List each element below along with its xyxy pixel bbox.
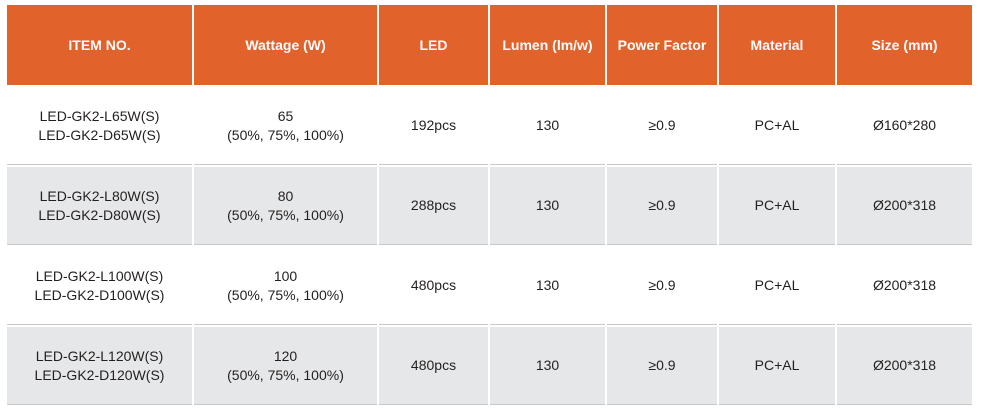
table-cell: 80 (50%, 75%, 100%) (194, 167, 377, 245)
table-cell: LED-GK2-L100W(S) LED-GK2-D100W(S) (7, 247, 192, 325)
table-cell: 130 (490, 327, 605, 405)
cell-line: ≥0.9 (648, 117, 676, 133)
table-cell: 130 (490, 167, 605, 245)
table-cell: Ø160*280 (837, 87, 972, 165)
table-cell: 100 (50%, 75%, 100%) (194, 247, 377, 325)
cell-line: Ø200*318 (872, 277, 937, 293)
cell-line: LED-GK2-L80W(S) (39, 187, 160, 204)
table-cell: 480pcs (379, 327, 488, 405)
cell-line: 130 (535, 277, 560, 293)
table-cell: ≥0.9 (607, 327, 717, 405)
cell-line: 480pcs (410, 357, 457, 373)
table-body: LED-GK2-L65W(S) LED-GK2-D65W(S) 65 (50%, 75… (7, 87, 972, 405)
table-cell: PC+AL (719, 327, 835, 405)
cell-line: (50%, 75%, 100%) (227, 286, 344, 303)
cell-line: LED-GK2-L120W(S) (35, 347, 164, 364)
cell-line: ≥0.9 (648, 357, 676, 373)
table-cell: ≥0.9 (607, 247, 717, 325)
cell-line: LED-GK2-D65W(S) (38, 126, 161, 143)
table-cell: LED-GK2-L80W(S) LED-GK2-D80W(S) (7, 167, 192, 245)
cell-line: Ø200*318 (872, 197, 937, 213)
cell-line: 130 (535, 357, 560, 373)
table-row: LED-GK2-L100W(S) LED-GK2-D100W(S) 100 (50%,… (7, 247, 972, 325)
cell-line: 130 (535, 197, 560, 213)
spec-table: ITEM NO. Wattage (W) LED Lumen (lm/w) Power … (5, 3, 974, 407)
cell-line: (50%, 75%, 100%) (227, 206, 344, 223)
table-cell: PC+AL (719, 247, 835, 325)
cell-line: PC+AL (754, 357, 800, 373)
table-cell: LED-GK2-L65W(S) LED-GK2-D65W(S) (7, 87, 192, 165)
cell-line: (50%, 75%, 100%) (227, 126, 344, 143)
header-cell: Material (719, 5, 835, 85)
header-cell: Size (mm) (837, 5, 972, 85)
table-cell: 65 (50%, 75%, 100%) (194, 87, 377, 165)
table-cell: 192pcs (379, 87, 488, 165)
table-cell: PC+AL (719, 87, 835, 165)
cell-line: PC+AL (754, 117, 800, 133)
cell-line: PC+AL (754, 197, 800, 213)
cell-line: 192pcs (410, 117, 457, 133)
header-cell: LED (379, 5, 488, 85)
header-row: ITEM NO. Wattage (W) LED Lumen (lm/w) Power … (7, 5, 972, 85)
table-row: LED-GK2-L120W(S) LED-GK2-D120W(S) 120 (50%,… (7, 327, 972, 405)
table-cell: Ø200*318 (837, 247, 972, 325)
cell-line: 100 (273, 267, 298, 284)
cell-line: 80 (277, 187, 294, 204)
table-cell: 120 (50%, 75%, 100%) (194, 327, 377, 405)
cell-line: 120 (273, 347, 298, 364)
header-cell: ITEM NO. (7, 5, 192, 85)
table-cell: ≥0.9 (607, 167, 717, 245)
table-cell: 130 (490, 247, 605, 325)
table-cell: Ø200*318 (837, 327, 972, 405)
table-cell: 130 (490, 87, 605, 165)
header-cell: Power Factor (607, 5, 717, 85)
cell-line: 130 (535, 117, 560, 133)
header-cell: Lumen (lm/w) (490, 5, 605, 85)
cell-line: Ø200*318 (872, 357, 937, 373)
cell-line: 288pcs (410, 197, 457, 213)
cell-line: LED-GK2-D100W(S) (34, 286, 165, 303)
cell-line: LED-GK2-D80W(S) (38, 206, 161, 223)
cell-line: LED-GK2-L100W(S) (35, 267, 164, 284)
table-cell: 480pcs (379, 247, 488, 325)
table-row: LED-GK2-L65W(S) LED-GK2-D65W(S) 65 (50%, 75… (7, 87, 972, 165)
cell-line: 480pcs (410, 277, 457, 293)
table-cell: ≥0.9 (607, 87, 717, 165)
table-cell: 288pcs (379, 167, 488, 245)
cell-line: (50%, 75%, 100%) (227, 366, 344, 383)
cell-line: LED-GK2-L65W(S) (39, 107, 160, 124)
cell-line: PC+AL (754, 277, 800, 293)
cell-line: ≥0.9 (648, 197, 676, 213)
header-cell: Wattage (W) (194, 5, 377, 85)
cell-line: 65 (277, 107, 294, 124)
table-cell: Ø200*318 (837, 167, 972, 245)
cell-line: Ø160*280 (872, 117, 937, 133)
cell-line: LED-GK2-D120W(S) (34, 366, 165, 383)
table-row: LED-GK2-L80W(S) LED-GK2-D80W(S) 80 (50%, 75… (7, 167, 972, 245)
cell-line: ≥0.9 (648, 277, 676, 293)
table-cell: LED-GK2-L120W(S) LED-GK2-D120W(S) (7, 327, 192, 405)
table-cell: PC+AL (719, 167, 835, 245)
